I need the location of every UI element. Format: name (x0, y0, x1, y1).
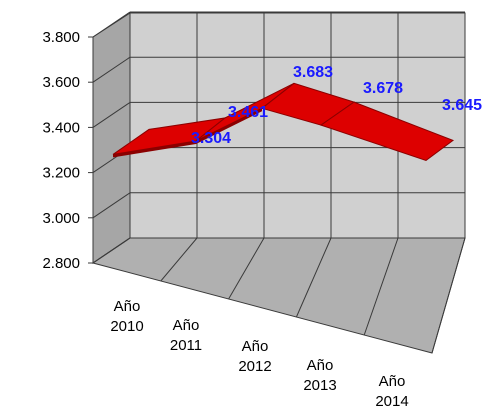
ribbon-edge (113, 140, 196, 158)
x-tick-label-line: Año (114, 298, 141, 315)
x-tick-label-line: Año (242, 338, 269, 355)
x-tick-label-line: 2010 (110, 318, 143, 335)
x-tick-label: Año 2014 (375, 373, 408, 410)
y-tick-label: 3.800 (42, 29, 80, 46)
side-gridline (92, 192, 131, 219)
data-label: 3.645 (442, 97, 482, 114)
data-label: 3.678 (363, 80, 403, 97)
data-label: 3.683 (293, 64, 333, 81)
floor (91, 237, 466, 354)
floor-gridline (228, 237, 265, 300)
data-label: 3.304 (191, 130, 231, 147)
y-tick-label: 3.400 (42, 119, 80, 136)
side-gridline (92, 101, 131, 128)
y-tick-label: 2.800 (42, 255, 80, 272)
x-tick-label: Año 2012 (238, 338, 271, 375)
floor-gridline (363, 237, 399, 336)
x-tick-label-line: 2012 (238, 358, 271, 375)
x-tick-label-line: 2014 (375, 393, 408, 410)
floor-gridlines (92, 237, 466, 354)
x-tick-label-line: Año (307, 357, 334, 374)
side-gridline (92, 56, 131, 83)
floor-gridline (431, 237, 466, 354)
side-wall (92, 12, 131, 264)
y-tick-label: 3.600 (42, 74, 80, 91)
data-label: 3.461 (228, 104, 268, 121)
x-tick-label: Año 2011 (170, 317, 202, 354)
x-tick-label: Año 2013 (303, 357, 336, 394)
x-axis: Año 2010 Año 2011 Año 2012 Año 2013 Año 2014 (110, 298, 408, 410)
y-tick-label: 3.000 (42, 210, 80, 227)
ribbon-edge (196, 108, 262, 144)
x-tick-label: Año 2010 (110, 298, 143, 335)
floor-gridline (295, 237, 332, 318)
floor-gridline (160, 237, 198, 282)
x-tick-label-line: 2011 (170, 337, 202, 354)
data-labels: 3.304 3.461 3.683 3.678 3.645 (191, 64, 482, 147)
floor-gridline (92, 237, 131, 264)
x-tick-label-line: Año (379, 373, 406, 390)
x-tick-label-line: Año (173, 317, 200, 334)
y-axis: 2.800 3.000 3.200 3.400 3.600 3.800 (42, 29, 93, 272)
y-tick-label: 3.200 (42, 165, 80, 182)
ribbon-segment (319, 101, 455, 161)
ribbon-series (112, 82, 455, 161)
x-tick-label-line: 2013 (303, 377, 336, 394)
side-gridline (92, 11, 131, 38)
